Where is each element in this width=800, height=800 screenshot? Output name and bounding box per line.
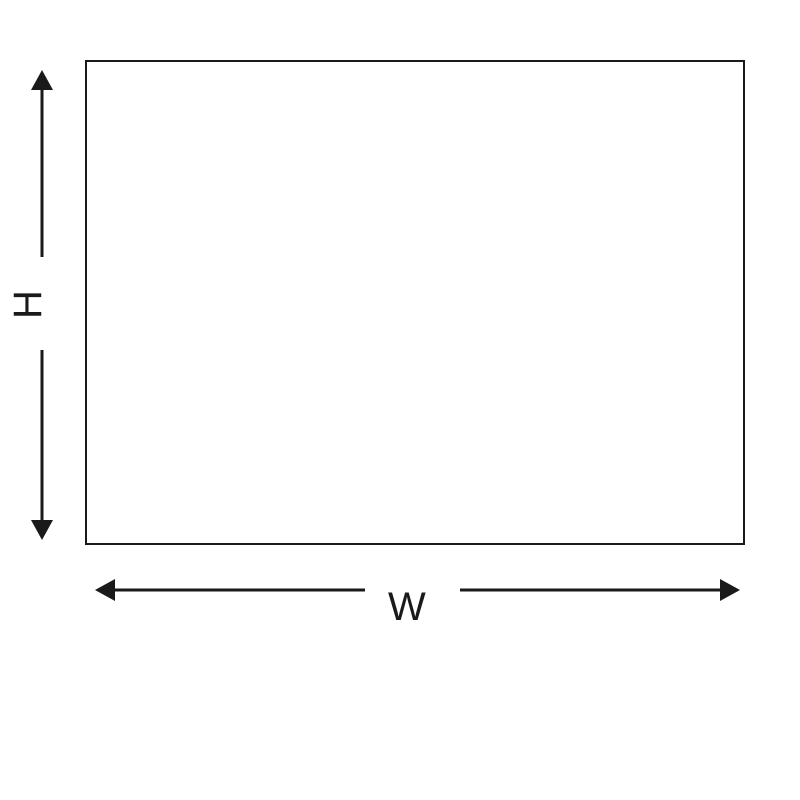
width-arrow-right (0, 0, 800, 800)
dimension-diagram: H W (0, 0, 800, 800)
width-label: W (388, 585, 426, 630)
